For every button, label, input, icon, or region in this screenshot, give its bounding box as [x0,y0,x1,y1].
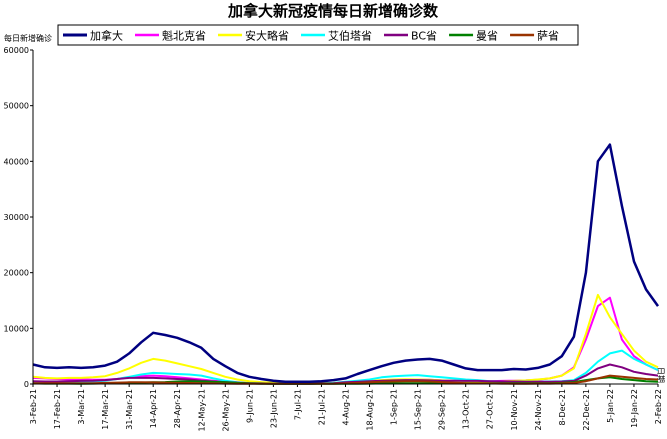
legend-label: BC省 [411,30,437,43]
x-tick-label: 3-Mar-21 [77,389,86,425]
x-tick-label: 3-Feb-21 [29,389,38,424]
series-line [32,143,660,384]
x-tick-label: 27-Oct-21 [486,389,495,429]
x-tick-label: 8-Dec-21 [558,389,567,426]
x-tick-label: 17-Feb-21 [53,389,62,429]
y-tick-label: 10000 [4,324,29,333]
chart-title: 加拿大新冠疫情每日新增确诊数 [227,2,439,20]
y-tick-label: 20000 [4,269,29,278]
x-tick-label: 2-Feb-22 [654,389,663,424]
x-tick-label: 31-Mar-21 [125,389,134,430]
x-tick-label: 7-Jul-21 [293,389,302,420]
legend-label: 曼省 [476,30,498,43]
x-tick-label: 19-Jan-22 [630,389,639,428]
x-tick-label: 29-Sep-21 [438,389,447,430]
series-line [32,293,659,385]
series-line [32,296,659,385]
y-tick-label: 50000 [4,102,29,111]
x-tick-label: 1-Sep-21 [390,389,399,425]
y-axis-label: 每日新增确诊 [4,33,52,43]
legend-label: 安大略省 [245,29,289,43]
x-tick-label: 10-Nov-21 [510,389,519,431]
x-tick-label: 21-Jul-21 [317,389,326,425]
x-tick-label: 15-Sep-21 [414,389,423,430]
y-tick-label: 30000 [4,213,29,222]
y-tick-label: 40000 [4,157,29,166]
x-axis-label: 日期 [656,367,665,383]
y-tick-label: 60000 [4,46,29,55]
x-tick-label: 18-Aug-21 [366,389,375,431]
x-tick-label: 4-Aug-21 [342,389,351,426]
x-tick-label: 14-Apr-21 [149,389,158,428]
x-tick-label: 28-Apr-21 [173,389,182,428]
legend-label: 加拿大 [90,29,123,43]
legend-label: 魁北克省 [162,29,206,43]
series-line [32,363,659,385]
legend-label: 艾伯塔省 [328,29,372,43]
x-tick-label: 22-Dec-21 [582,389,591,431]
legend-label: 萨省 [537,30,559,43]
x-tick-label: 23-Jun-21 [269,389,278,428]
x-tick-label: 9-Jun-21 [245,389,254,423]
y-tick-label: 0 [24,380,29,389]
x-tick-label: 24-Nov-21 [534,389,543,431]
x-tick-label: 12-May-21 [197,389,206,432]
x-tick-label: 5-Jan-22 [606,389,615,423]
x-tick-label: 26-May-21 [221,389,230,432]
x-tick-label: 17-Mar-21 [101,389,110,430]
x-tick-label: 13-Oct-21 [462,389,471,429]
